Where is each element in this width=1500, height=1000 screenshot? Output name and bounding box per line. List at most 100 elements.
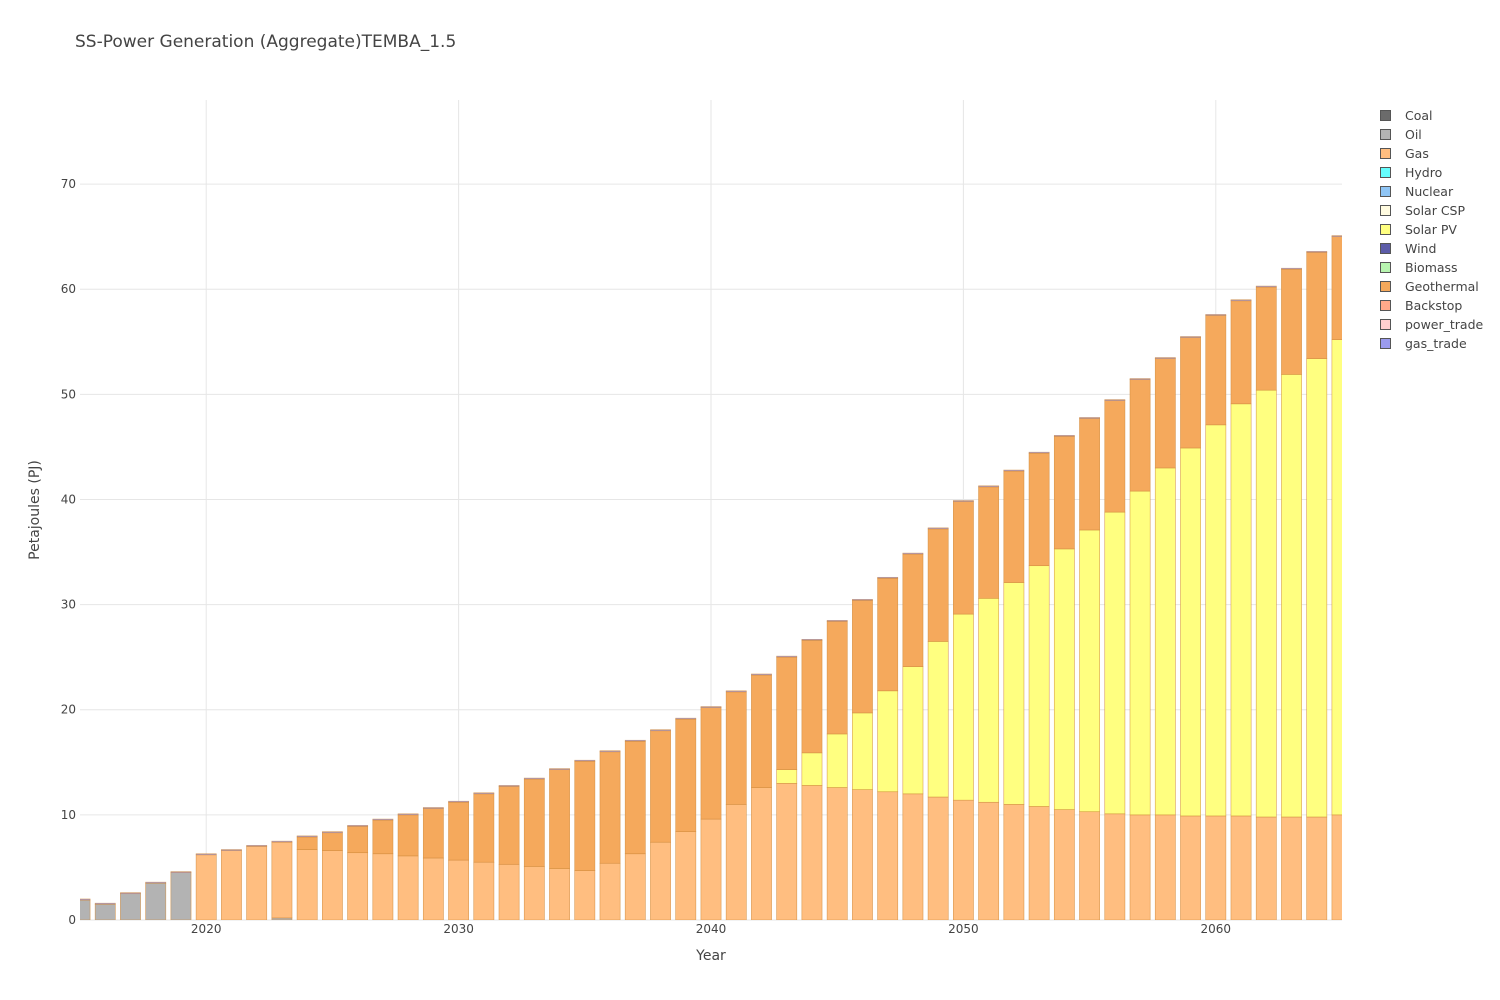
bar-segment-solar-pv[interactable] <box>1003 582 1025 805</box>
bar-segment-gas-trade[interactable] <box>902 552 924 555</box>
bar-segment-gas[interactable] <box>1028 806 1050 920</box>
bar-segment-geothermal[interactable] <box>852 600 873 714</box>
bar-segment-gas-trade[interactable] <box>1154 357 1176 359</box>
bar-segment-geothermal[interactable] <box>1028 452 1050 567</box>
bar-segment-geothermal[interactable] <box>599 751 621 864</box>
legend-item[interactable]: Wind <box>1380 239 1483 258</box>
bar-segment-gas-trade[interactable] <box>1104 399 1126 401</box>
bar-segment-gas[interactable] <box>422 857 444 920</box>
bar-segment-geothermal[interactable] <box>549 769 570 869</box>
bar-segment-gas-trade[interactable] <box>953 500 974 502</box>
bar-segment-gas[interactable] <box>372 853 394 920</box>
bar-segment-solar-pv[interactable] <box>1028 565 1050 807</box>
bar-segment-gas[interactable] <box>347 852 369 920</box>
bar-segment-geothermal[interactable] <box>1331 236 1352 340</box>
bar-segment-gas[interactable] <box>826 787 848 920</box>
bar-segment-geothermal[interactable] <box>877 578 899 692</box>
bar-segment-geothermal[interactable] <box>624 740 646 855</box>
bar-segment-geothermal[interactable] <box>953 501 974 615</box>
bar-segment-gas-trade[interactable] <box>852 599 873 601</box>
bar-segment-gas[interactable] <box>574 870 596 920</box>
bar-segment-gas[interactable] <box>776 783 798 920</box>
bar-segment-gas[interactable] <box>271 841 293 919</box>
bar-segment-gas-trade[interactable] <box>1053 435 1075 437</box>
bar-segment-gas[interactable] <box>498 863 520 920</box>
bar-segment-solar-pv[interactable] <box>1079 529 1100 813</box>
bar-segment-gas[interactable] <box>1079 811 1100 920</box>
bar-segment-gas[interactable] <box>1331 814 1352 920</box>
bar-segment-geothermal[interactable] <box>448 801 469 861</box>
bar-segment-gas[interactable] <box>725 804 747 920</box>
legend-item[interactable]: Geothermal <box>1380 277 1483 296</box>
bar-segment-gas[interactable] <box>1154 814 1176 920</box>
bar-segment-solar-pv[interactable] <box>927 641 949 798</box>
bar-segment-solar-pv[interactable] <box>877 690 899 793</box>
bar-segment-gas[interactable] <box>1053 809 1075 920</box>
bar-segment-gas-trade[interactable] <box>776 655 798 658</box>
bar-segment-gas-trade[interactable] <box>927 527 949 530</box>
bar-segment-gas-trade[interactable] <box>372 818 394 821</box>
bar-segment-gas-trade[interactable] <box>70 898 91 901</box>
bar-segment-gas[interactable] <box>599 862 621 920</box>
bar-segment-gas-trade[interactable] <box>1230 299 1252 302</box>
bar-segment-gas[interactable] <box>296 849 318 920</box>
bar-segment-geothermal[interactable] <box>1104 400 1126 513</box>
bar-segment-geothermal[interactable] <box>776 656 798 770</box>
bar-segment-gas[interactable] <box>549 868 570 920</box>
bar-segment-solar-pv[interactable] <box>1331 339 1352 816</box>
bar-segment-geothermal[interactable] <box>372 819 394 855</box>
legend-item[interactable]: Backstop <box>1380 296 1483 315</box>
bar-segment-solar-pv[interactable] <box>826 733 848 788</box>
bar-segment-gas-trade[interactable] <box>195 853 217 856</box>
bar-segment-geothermal[interactable] <box>1129 379 1151 492</box>
bar-segment-gas-trade[interactable] <box>650 729 671 732</box>
bar-segment-gas-trade[interactable] <box>221 849 242 851</box>
bar-segment-geothermal[interactable] <box>397 814 419 857</box>
bar-segment-gas-trade[interactable] <box>271 840 293 843</box>
bar-segment-gas-trade[interactable] <box>347 825 369 827</box>
bar-segment-geothermal[interactable] <box>1053 436 1075 550</box>
legend-item[interactable]: power_trade <box>1380 315 1483 334</box>
bar-segment-gas[interactable] <box>801 785 823 920</box>
bar-segment-geothermal[interactable] <box>574 760 596 871</box>
bar-segment-gas[interactable] <box>1230 815 1252 920</box>
bar-segment-geothermal[interactable] <box>347 826 369 854</box>
bar-segment-gas[interactable] <box>1180 815 1201 920</box>
bar-segment-gas-trade[interactable] <box>700 706 722 708</box>
bar-segment-geothermal[interactable] <box>700 707 722 820</box>
legend-item[interactable]: gas_trade <box>1380 334 1483 353</box>
bar-segment-geothermal[interactable] <box>422 808 444 859</box>
bar-segment-solar-pv[interactable] <box>1306 358 1328 818</box>
bar-segment-solar-pv[interactable] <box>852 712 873 790</box>
bar-segment-geothermal[interactable] <box>1205 315 1227 426</box>
bar-segment-gas-trade[interactable] <box>1331 235 1352 237</box>
bar-segment-gas[interactable] <box>953 799 974 920</box>
bar-segment-gas-trade[interactable] <box>1281 267 1302 270</box>
bar-segment-solar-pv[interactable] <box>1180 447 1201 817</box>
bar-segment-gas[interactable] <box>675 831 697 920</box>
bar-segment-geothermal[interactable] <box>675 718 697 832</box>
bar-segment-gas[interactable] <box>852 789 873 920</box>
bar-segment-gas[interactable] <box>221 850 242 920</box>
bar-segment-solar-pv[interactable] <box>1129 490 1151 816</box>
bar-segment-geothermal[interactable] <box>1255 286 1277 391</box>
bar-segment-solar-pv[interactable] <box>1104 511 1126 815</box>
bar-segment-solar-pv[interactable] <box>978 598 1000 803</box>
bar-segment-solar-pv[interactable] <box>776 769 798 784</box>
bar-segment-gas-trade[interactable] <box>801 639 823 641</box>
bar-segment-geothermal[interactable] <box>1079 418 1100 531</box>
bar-segment-gas-trade[interactable] <box>877 576 899 579</box>
bar-segment-gas[interactable] <box>927 796 949 920</box>
bar-segment-gas-trade[interactable] <box>296 835 318 838</box>
bar-segment-geothermal[interactable] <box>927 528 949 642</box>
bar-segment-geothermal[interactable] <box>801 640 823 754</box>
bar-segment-gas-trade[interactable] <box>94 902 116 905</box>
bar-segment-geothermal[interactable] <box>1306 252 1328 359</box>
legend-item[interactable]: Nuclear <box>1380 182 1483 201</box>
bar-segment-gas[interactable] <box>650 841 671 920</box>
bar-segment-geothermal[interactable] <box>473 793 495 863</box>
legend-item[interactable]: Biomass <box>1380 258 1483 277</box>
bar-segment-gas[interactable] <box>1003 804 1025 920</box>
bar-segment-oil[interactable] <box>94 903 116 920</box>
bar-segment-gas-trade[interactable] <box>826 620 848 622</box>
